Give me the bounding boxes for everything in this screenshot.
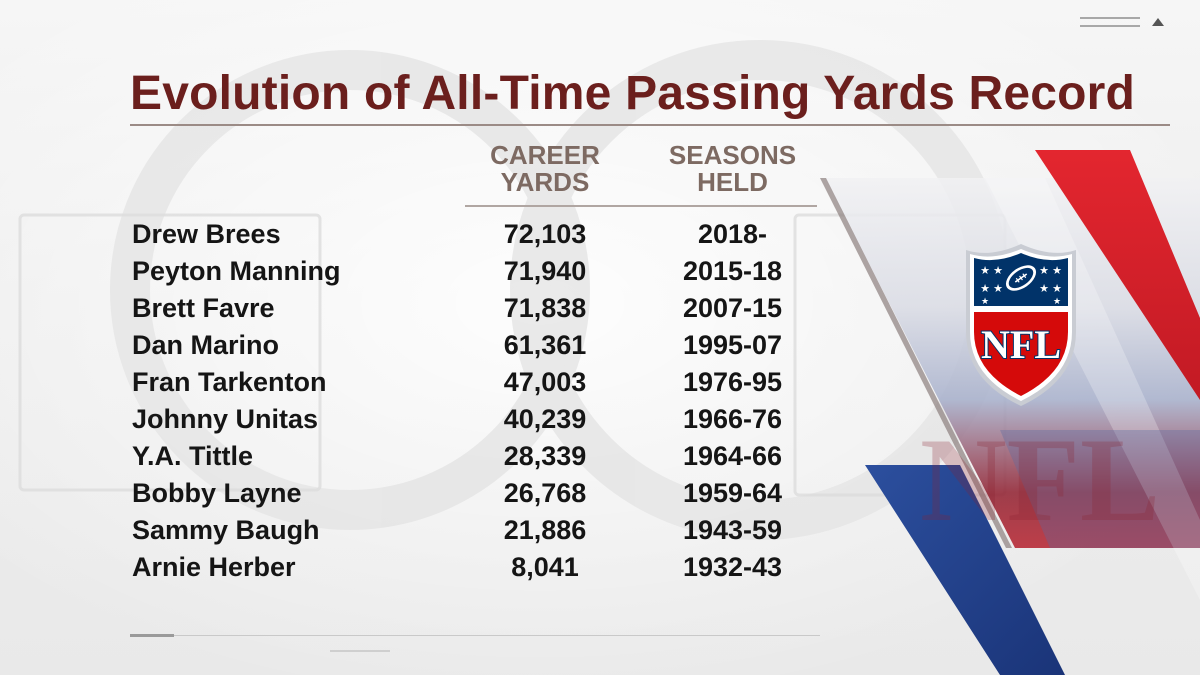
career-yards: 47,003 [503, 367, 587, 397]
player-name: Sammy Baugh [132, 515, 320, 545]
player-name: Y.A. Tittle [132, 441, 254, 471]
career-yards: 61,361 [503, 330, 587, 360]
career-yards: 71,838 [503, 293, 587, 323]
career-yards: 8,041 [511, 552, 579, 582]
seasons-held: 1932-43 [682, 552, 783, 582]
seasons-held: 1943-59 [682, 515, 783, 545]
header-divider [465, 205, 817, 207]
bottom-accent-mark [130, 634, 174, 637]
svg-text:★: ★ [1039, 264, 1049, 277]
header-seasons-line1: SEASONS [668, 140, 797, 170]
nfl-logo-icon: ★ ★ ★ ★ ★ ★ ★ ★ ★ ★ NFL [966, 244, 1076, 406]
svg-text:★: ★ [993, 264, 1003, 277]
player-name: Fran Tarkenton [132, 367, 327, 397]
player-name: Arnie Herber [132, 552, 296, 582]
player-name: Johnny Unitas [132, 404, 319, 434]
svg-text:★: ★ [980, 264, 990, 277]
svg-text:★: ★ [1052, 282, 1062, 295]
column-header-career-yards: CAREER YARDS [470, 142, 620, 196]
seasons-held: 2015-18 [682, 256, 783, 286]
svg-text:★: ★ [981, 297, 989, 307]
player-name: Peyton Manning [132, 256, 341, 286]
svg-text:★: ★ [1053, 297, 1061, 307]
column-header-seasons-held: SEASONS HELD [655, 142, 810, 196]
player-name: Dan Marino [132, 330, 280, 360]
header-yards-line1: CAREER [490, 140, 600, 170]
header-yards-line2: YARDS [500, 167, 590, 197]
svg-text:★: ★ [993, 282, 1003, 295]
svg-text:★: ★ [1039, 282, 1049, 295]
seasons-held: 2007-15 [682, 293, 783, 323]
bottom-accent-mark [330, 650, 390, 652]
top-right-decoration [1080, 17, 1164, 27]
seasons-held: 1995-07 [682, 330, 783, 360]
seasons-held: 1966-76 [682, 404, 783, 434]
svg-text:NFL: NFL [920, 413, 1160, 546]
career-yards: 72,103 [503, 219, 587, 249]
career-yards: 21,886 [503, 515, 587, 545]
seasons-held: 1964-66 [682, 441, 783, 471]
career-yards: 26,768 [503, 478, 587, 508]
player-name: Bobby Layne [132, 478, 302, 508]
svg-text:★: ★ [1052, 264, 1062, 277]
svg-text:★: ★ [980, 282, 990, 295]
seasons-held: 1976-95 [682, 367, 783, 397]
career-yards: 40,239 [503, 404, 587, 434]
career-yards: 28,339 [503, 441, 587, 471]
seasons-held: 1959-64 [682, 478, 783, 508]
header-seasons-line2: HELD [697, 167, 768, 197]
player-name: Brett Favre [132, 293, 275, 323]
title-divider [130, 124, 1170, 126]
bottom-divider [130, 635, 820, 636]
page-title: Evolution of All-Time Passing Yards Reco… [130, 67, 1136, 120]
career-yards: 71,940 [503, 256, 587, 286]
player-name: Drew Brees [132, 219, 281, 249]
seasons-held: 2018- [697, 219, 768, 249]
nfl-logo-text: NFL [981, 322, 1061, 367]
